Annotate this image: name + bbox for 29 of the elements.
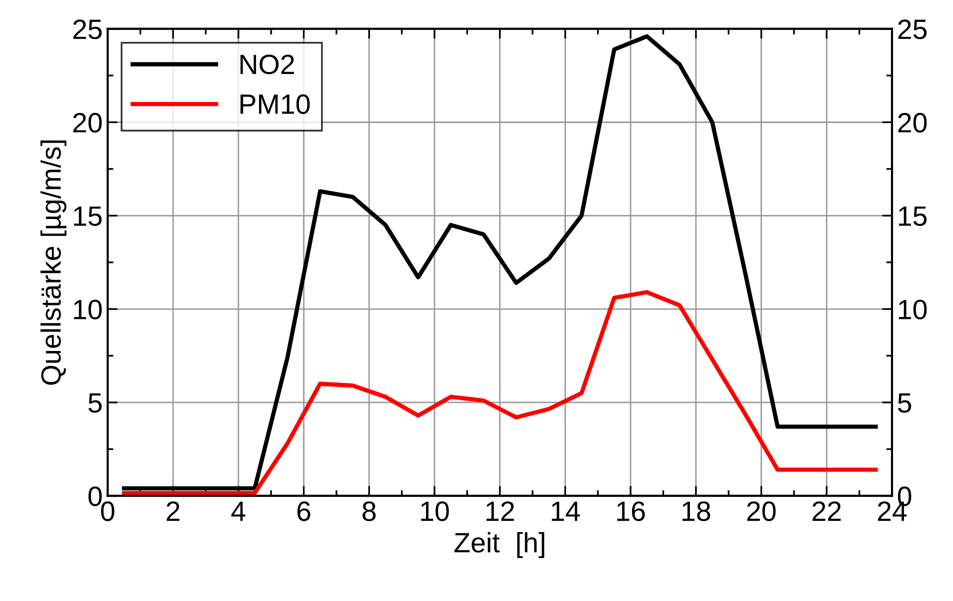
x-tick-label: 12 [486, 501, 514, 521]
y-tick-label: 0 [88, 486, 102, 506]
line-series [122, 290, 878, 496]
legend-label: PM10 [240, 94, 310, 114]
y2-tick-label: 10 [898, 300, 927, 320]
line-series [122, 34, 878, 490]
x-tick-label: 16 [617, 501, 645, 522]
x-tick-label: 20 [747, 501, 776, 522]
x-tick-label: 22 [812, 501, 841, 521]
y2-tick-label: 5 [898, 393, 912, 413]
x-tick-label: 10 [421, 501, 449, 522]
x-tick-label: 4 [231, 502, 246, 521]
y-tick-label: 25 [73, 20, 102, 40]
y-tick-label: 5 [88, 393, 102, 413]
y2-tick-label: 25 [898, 20, 927, 40]
y2-tick-label: 15 [898, 206, 927, 226]
x-axis-title: Zeit [h] [454, 532, 544, 558]
x-tick-label: 0 [101, 501, 114, 522]
y-tick-label: 20 [73, 112, 102, 133]
x-tick-label: 2 [166, 501, 180, 521]
y2-tick-label: 20 [898, 112, 927, 133]
x-tick-label: 18 [682, 501, 710, 522]
x-tick-label: 14 [552, 502, 580, 521]
y-tick-label: 10 [74, 300, 102, 320]
x-tick-label: 8 [362, 501, 376, 522]
x-tick-label: 6 [297, 501, 310, 522]
y-axis-title: Quellstärke [µg/m/s] [40, 140, 66, 385]
legend-label: NO2 [240, 54, 294, 74]
y-tick-label: 15 [74, 206, 102, 226]
